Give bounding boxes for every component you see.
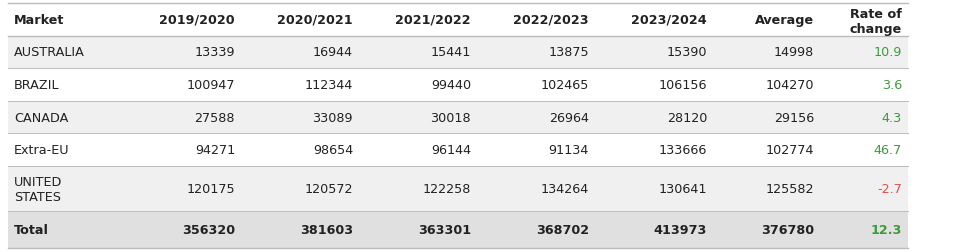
Text: Total: Total bbox=[14, 223, 49, 236]
Text: 381603: 381603 bbox=[300, 223, 353, 236]
Text: 15390: 15390 bbox=[666, 46, 707, 59]
Text: 29156: 29156 bbox=[774, 111, 814, 124]
Text: 376780: 376780 bbox=[760, 223, 814, 236]
Text: 16944: 16944 bbox=[313, 46, 353, 59]
Text: 10.9: 10.9 bbox=[873, 46, 902, 59]
Text: 2022/2023: 2022/2023 bbox=[514, 14, 589, 27]
Text: 102465: 102465 bbox=[541, 79, 589, 92]
Text: 104270: 104270 bbox=[765, 79, 814, 92]
Text: Rate of
change: Rate of change bbox=[850, 8, 902, 36]
Text: 14998: 14998 bbox=[774, 46, 814, 59]
Text: 12.3: 12.3 bbox=[870, 223, 902, 236]
Text: 368702: 368702 bbox=[536, 223, 589, 236]
Text: 106156: 106156 bbox=[659, 79, 707, 92]
Text: 100947: 100947 bbox=[186, 79, 235, 92]
Bar bbox=[8, 101, 908, 134]
Text: 120175: 120175 bbox=[186, 182, 235, 196]
Text: 363301: 363301 bbox=[417, 223, 471, 236]
Bar bbox=[8, 69, 908, 101]
Text: 96144: 96144 bbox=[431, 144, 471, 156]
Text: 28120: 28120 bbox=[666, 111, 707, 124]
Text: AUSTRALIA: AUSTRALIA bbox=[14, 46, 85, 59]
Text: 30018: 30018 bbox=[430, 111, 471, 124]
Text: UNITED
STATES: UNITED STATES bbox=[14, 175, 63, 203]
Text: 13339: 13339 bbox=[194, 46, 235, 59]
Text: -2.7: -2.7 bbox=[877, 182, 902, 196]
Text: Average: Average bbox=[755, 14, 814, 27]
Text: 26964: 26964 bbox=[549, 111, 589, 124]
Text: 94271: 94271 bbox=[195, 144, 235, 156]
Text: 2020/2021: 2020/2021 bbox=[277, 14, 353, 27]
Text: 122258: 122258 bbox=[422, 182, 471, 196]
Text: 98654: 98654 bbox=[313, 144, 353, 156]
Text: 3.6: 3.6 bbox=[882, 79, 902, 92]
Text: 133666: 133666 bbox=[659, 144, 707, 156]
Bar bbox=[8, 134, 908, 166]
Text: 130641: 130641 bbox=[659, 182, 707, 196]
Text: CANADA: CANADA bbox=[14, 111, 69, 124]
Text: 99440: 99440 bbox=[431, 79, 471, 92]
Text: 2021/2022: 2021/2022 bbox=[395, 14, 471, 27]
Text: 27588: 27588 bbox=[194, 111, 235, 124]
Text: 2023/2024: 2023/2024 bbox=[631, 14, 707, 27]
Text: Market: Market bbox=[14, 14, 65, 27]
Text: 112344: 112344 bbox=[305, 79, 353, 92]
Text: 413973: 413973 bbox=[654, 223, 707, 236]
Text: 120572: 120572 bbox=[305, 182, 353, 196]
Text: 46.7: 46.7 bbox=[874, 144, 902, 156]
Bar bbox=[8, 212, 908, 248]
Text: 13875: 13875 bbox=[549, 46, 589, 59]
Bar bbox=[8, 37, 908, 69]
Text: 134264: 134264 bbox=[541, 182, 589, 196]
Text: 2019/2020: 2019/2020 bbox=[160, 14, 235, 27]
Text: 15441: 15441 bbox=[430, 46, 471, 59]
Bar bbox=[8, 4, 908, 37]
Text: 125582: 125582 bbox=[765, 182, 814, 196]
Text: 4.3: 4.3 bbox=[882, 111, 902, 124]
Text: 356320: 356320 bbox=[182, 223, 235, 236]
Text: 91134: 91134 bbox=[549, 144, 589, 156]
Text: BRAZIL: BRAZIL bbox=[14, 79, 60, 92]
Bar bbox=[8, 166, 908, 212]
Text: 102774: 102774 bbox=[765, 144, 814, 156]
Text: 33089: 33089 bbox=[313, 111, 353, 124]
Text: Extra-EU: Extra-EU bbox=[14, 144, 70, 156]
